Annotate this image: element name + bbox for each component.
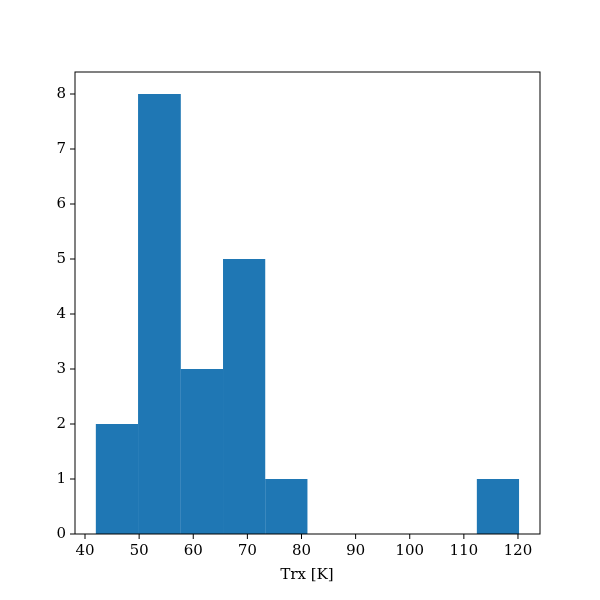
y-tick-label: 5 [56, 249, 66, 267]
y-tick-label: 3 [56, 359, 66, 377]
y-tick-label: 8 [56, 84, 66, 102]
x-tick-label: 80 [292, 541, 311, 559]
x-tick-label: 120 [504, 541, 533, 559]
y-tick-label: 7 [56, 139, 66, 157]
x-tick-label: 60 [184, 541, 203, 559]
bar [138, 94, 181, 534]
x-tick-label: 40 [75, 541, 94, 559]
axes-frame [74, 71, 541, 535]
y-tick-label: 4 [56, 304, 66, 322]
x-tick-label: 90 [346, 541, 365, 559]
x-axis-label: Trx [K] [280, 565, 333, 583]
y-tick-label: 6 [56, 194, 66, 212]
x-tick-label: 50 [130, 541, 149, 559]
y-tick-label: 1 [56, 469, 66, 487]
y-tick-label: 2 [56, 414, 66, 432]
x-tick-label: 70 [238, 541, 257, 559]
y-tick-label: 0 [56, 524, 66, 542]
bar [223, 259, 266, 534]
bar [180, 369, 224, 534]
x-tick-label: 110 [450, 541, 479, 559]
bar [95, 424, 139, 534]
bar [476, 479, 520, 534]
bar [265, 479, 308, 534]
x-tick-label: 100 [395, 541, 424, 559]
